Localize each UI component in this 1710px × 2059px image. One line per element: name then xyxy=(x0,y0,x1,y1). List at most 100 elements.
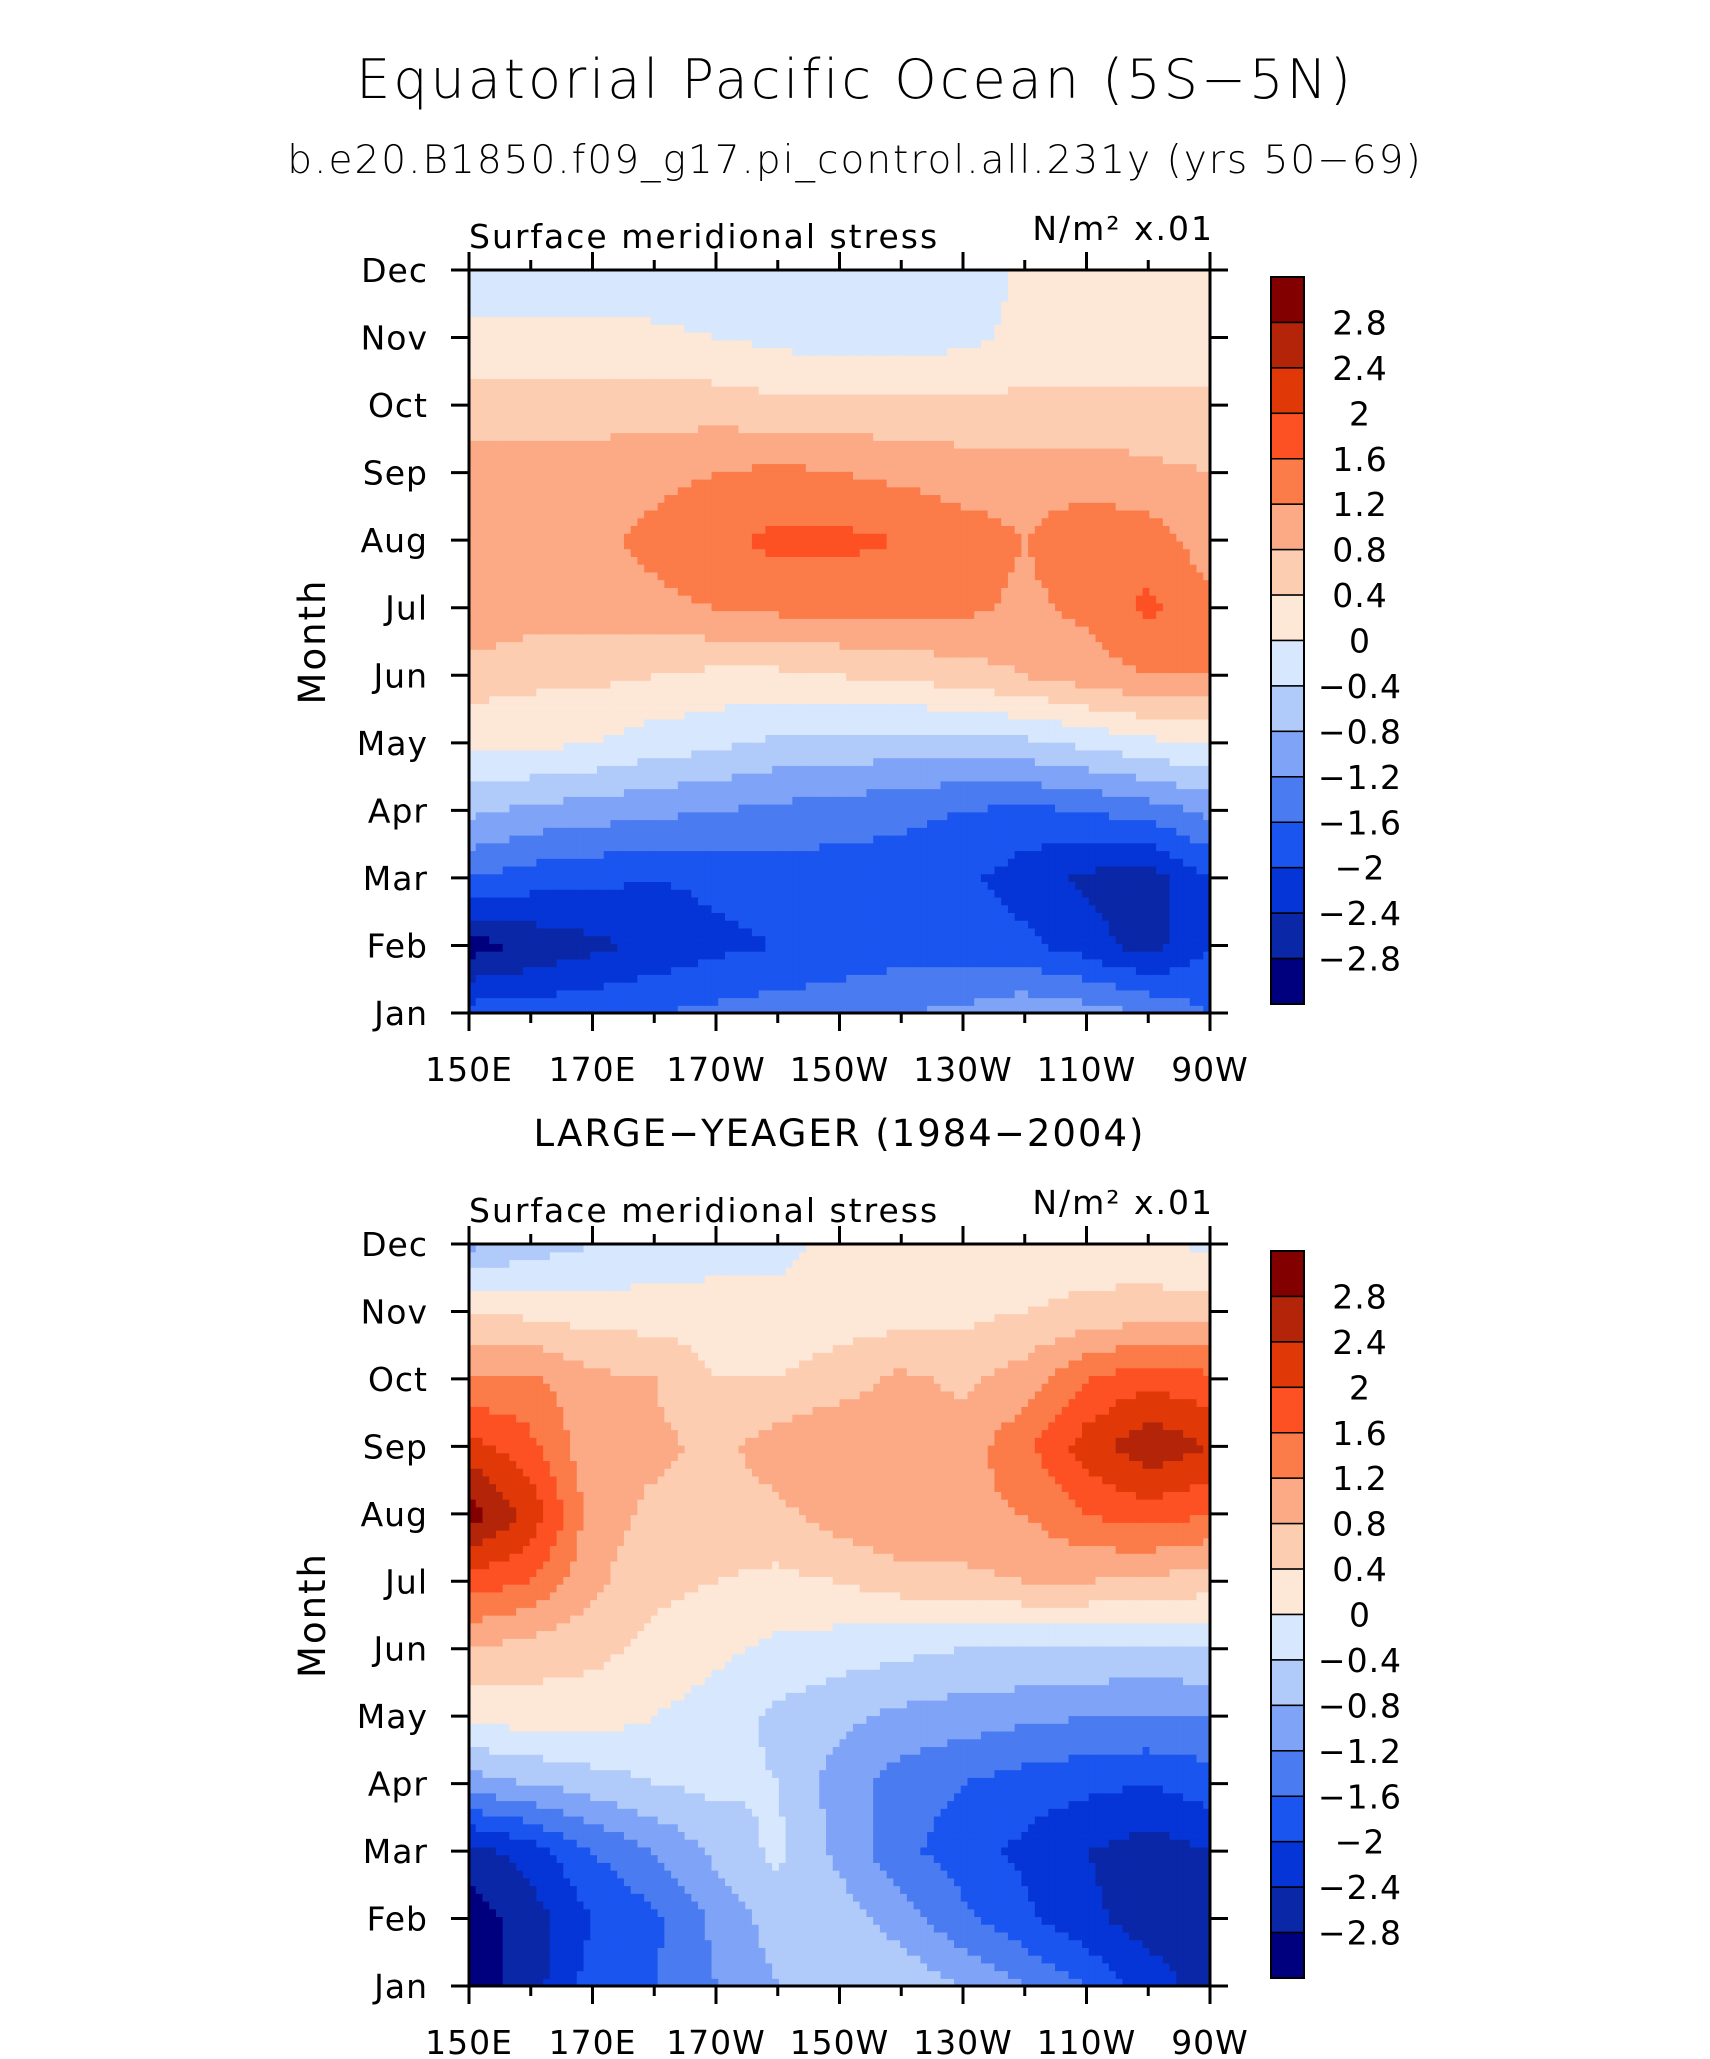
contour-cell xyxy=(731,943,740,952)
contour-cell xyxy=(1149,804,1157,813)
contour-cell xyxy=(900,827,908,836)
contour-cell xyxy=(603,695,612,705)
contour-cell xyxy=(960,726,969,735)
contour-cell xyxy=(1149,982,1157,991)
contour-cell xyxy=(1156,873,1164,883)
contour-cell xyxy=(718,974,726,983)
contour-cell xyxy=(832,974,841,983)
contour-cell xyxy=(1014,951,1022,960)
contour-cell xyxy=(980,749,989,759)
contour-cell xyxy=(933,734,942,743)
contour-cell xyxy=(724,664,733,674)
contour-cell xyxy=(1176,711,1184,720)
contour-cell xyxy=(852,711,861,720)
contour-cell xyxy=(900,734,908,743)
contour-cell xyxy=(839,757,847,766)
contour-cell xyxy=(927,680,935,689)
contour-cell xyxy=(650,1005,659,1013)
contour-cell xyxy=(489,850,497,859)
contour-cell xyxy=(583,703,591,712)
contour-cell xyxy=(826,834,834,844)
contour-cell xyxy=(475,664,484,674)
contour-cell xyxy=(1196,804,1204,813)
contour-cell xyxy=(765,912,773,921)
contour-cell xyxy=(1196,958,1204,968)
contour-cell xyxy=(1068,718,1076,728)
contour-cell xyxy=(529,811,537,821)
contour-cell xyxy=(751,742,760,751)
contour-cell xyxy=(1108,780,1117,790)
contour-cell xyxy=(1014,943,1022,952)
contour-cell xyxy=(549,773,558,782)
contour-cell xyxy=(664,656,672,666)
contour-cell xyxy=(482,819,490,828)
contour-cell xyxy=(913,664,921,674)
contour-cell xyxy=(664,703,672,712)
contour-cell xyxy=(590,680,598,689)
contour-cell xyxy=(469,656,477,666)
contour-cell xyxy=(967,788,975,797)
contour-cell xyxy=(900,780,908,790)
contour-cell xyxy=(832,927,841,937)
contour-cell xyxy=(1129,749,1137,759)
contour-cell xyxy=(866,896,874,906)
contour-cell xyxy=(637,989,645,999)
contour-cell xyxy=(529,680,537,689)
contour-cell xyxy=(812,687,820,697)
contour-cell xyxy=(778,935,787,944)
contour-cell xyxy=(1014,896,1022,906)
contour-cell xyxy=(1014,796,1022,805)
contour-cell xyxy=(1129,726,1137,735)
contour-cell xyxy=(778,912,787,921)
contour-cell xyxy=(502,850,511,859)
contour-cell xyxy=(677,873,686,883)
contour-cell xyxy=(826,773,834,782)
contour-cell xyxy=(704,850,713,859)
contour-cell xyxy=(987,1005,996,1013)
contour-cell xyxy=(772,765,780,774)
contour-cell xyxy=(906,881,915,890)
contour-cell xyxy=(859,718,868,728)
contour-cell xyxy=(852,989,861,999)
contour-cell xyxy=(839,1005,847,1013)
contour-cell xyxy=(596,742,605,751)
contour-cell xyxy=(724,958,733,968)
contour-cell xyxy=(772,997,780,1006)
contour-cell xyxy=(954,742,962,751)
contour-cell xyxy=(637,951,645,960)
contour-cell xyxy=(967,896,975,906)
contour-cell xyxy=(664,742,672,751)
contour-cell xyxy=(900,1005,908,1013)
contour-cell xyxy=(603,811,612,821)
contour-cell xyxy=(1162,811,1171,821)
contour-cell xyxy=(637,865,645,875)
contour-cell xyxy=(563,664,571,674)
contour-cell xyxy=(967,873,975,883)
contour-cell xyxy=(543,889,551,898)
contour-cell xyxy=(1156,827,1164,836)
contour-cell xyxy=(967,664,975,674)
contour-cell xyxy=(1162,734,1171,743)
contour-cell xyxy=(724,842,733,852)
contour-cell xyxy=(684,796,692,805)
contour-cell xyxy=(772,889,780,898)
contour-cell xyxy=(758,958,766,968)
contour-cell xyxy=(1162,788,1171,797)
contour-cell xyxy=(1176,997,1184,1006)
contour-cell xyxy=(1122,796,1130,805)
contour-cell xyxy=(704,680,713,689)
contour-cell xyxy=(873,695,881,705)
contour-cell xyxy=(644,827,652,836)
contour-cell xyxy=(1176,734,1184,743)
contour-cell xyxy=(772,935,780,944)
contour-cell xyxy=(1122,889,1130,898)
contour-cell xyxy=(792,765,800,774)
contour-cell xyxy=(691,726,699,735)
contour-cell xyxy=(852,935,861,944)
contour-cell xyxy=(1162,1005,1171,1013)
contour-cell xyxy=(1169,788,1177,797)
contour-cell xyxy=(576,943,585,952)
contour-cell xyxy=(954,664,962,674)
contour-cell xyxy=(1034,1005,1043,1013)
contour-cell xyxy=(852,920,861,929)
